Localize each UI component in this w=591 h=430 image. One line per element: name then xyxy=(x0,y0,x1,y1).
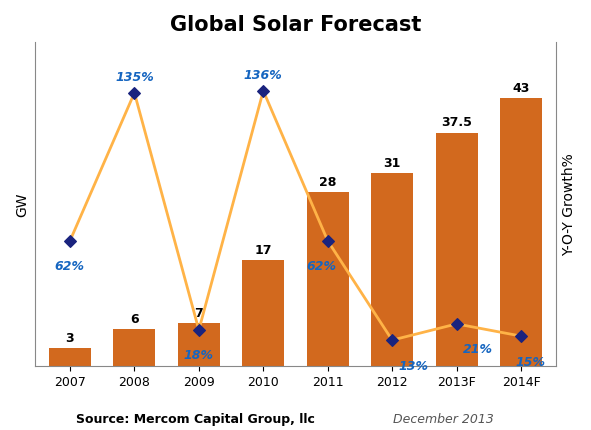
Text: 17: 17 xyxy=(255,244,272,257)
Text: 18%: 18% xyxy=(184,350,214,362)
Point xyxy=(452,320,462,327)
Bar xyxy=(371,173,413,366)
Text: Source: Mercom Capital Group, llc: Source: Mercom Capital Group, llc xyxy=(76,413,314,426)
Text: 21%: 21% xyxy=(463,343,493,356)
Text: 28: 28 xyxy=(319,176,336,189)
Text: 135%: 135% xyxy=(115,71,154,84)
Text: 7: 7 xyxy=(194,307,203,319)
Bar xyxy=(307,192,349,366)
Text: 3: 3 xyxy=(66,332,74,345)
Bar xyxy=(178,323,220,366)
Text: 6: 6 xyxy=(130,313,139,326)
Point xyxy=(388,337,397,344)
Point xyxy=(129,89,139,96)
Y-axis label: GW: GW xyxy=(15,192,29,217)
Text: 136%: 136% xyxy=(244,69,282,83)
Point xyxy=(194,326,203,333)
Text: 37.5: 37.5 xyxy=(441,117,472,129)
Bar xyxy=(242,261,284,366)
Bar xyxy=(500,98,542,366)
Text: 13%: 13% xyxy=(398,359,428,372)
Point xyxy=(517,333,526,340)
Point xyxy=(65,237,74,244)
Title: Global Solar Forecast: Global Solar Forecast xyxy=(170,15,421,35)
Text: December 2013: December 2013 xyxy=(393,413,493,426)
Text: 31: 31 xyxy=(384,157,401,170)
Y-axis label: Y-O-Y Growth%: Y-O-Y Growth% xyxy=(562,153,576,256)
Point xyxy=(258,87,268,94)
Bar xyxy=(113,329,155,366)
Bar xyxy=(49,348,91,366)
Text: 15%: 15% xyxy=(516,356,545,369)
Text: 62%: 62% xyxy=(54,260,84,273)
Text: 62%: 62% xyxy=(306,260,336,273)
Bar xyxy=(436,132,478,366)
Text: 43: 43 xyxy=(512,82,530,95)
Point xyxy=(323,237,333,244)
